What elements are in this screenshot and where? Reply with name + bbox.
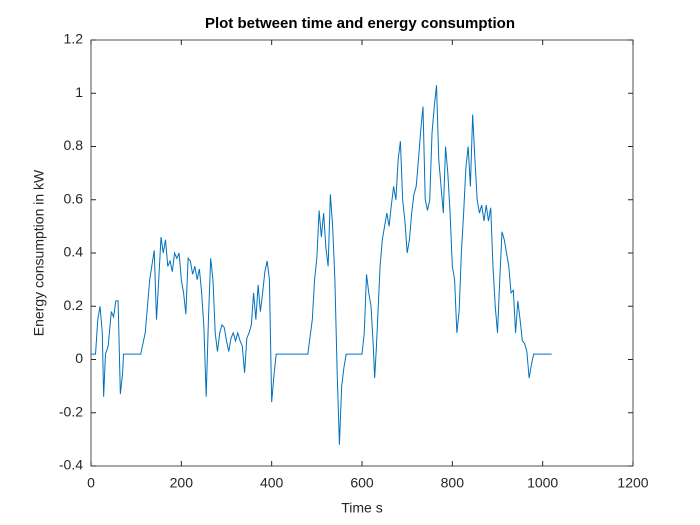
y-tick-label: -0.2	[59, 403, 83, 419]
y-tick-label: 0.4	[64, 244, 84, 260]
x-tick-label: 400	[260, 475, 284, 491]
x-tick-label: 600	[350, 475, 374, 491]
y-axis-label: Energy consumption in kW	[31, 169, 47, 336]
x-tick-label: 1200	[617, 475, 648, 491]
chart-title: Plot between time and energy consumption	[205, 15, 515, 32]
y-tick-label: 0.8	[64, 137, 84, 153]
y-tick-label: 1	[75, 84, 83, 100]
y-tick-label: -0.4	[59, 457, 83, 473]
x-tick-label: 0	[87, 475, 95, 491]
x-axis-label: Time s	[341, 500, 382, 516]
y-tick-label: 0	[75, 350, 83, 366]
y-tick-label: 0.6	[64, 190, 84, 206]
data-line	[91, 85, 552, 445]
x-tick-label: 200	[170, 475, 194, 491]
x-tick-label: 1000	[527, 475, 558, 491]
y-tick-label: 0.2	[64, 297, 84, 313]
y-tick-label: 1.2	[64, 31, 84, 47]
x-tick-label: 800	[441, 475, 465, 491]
